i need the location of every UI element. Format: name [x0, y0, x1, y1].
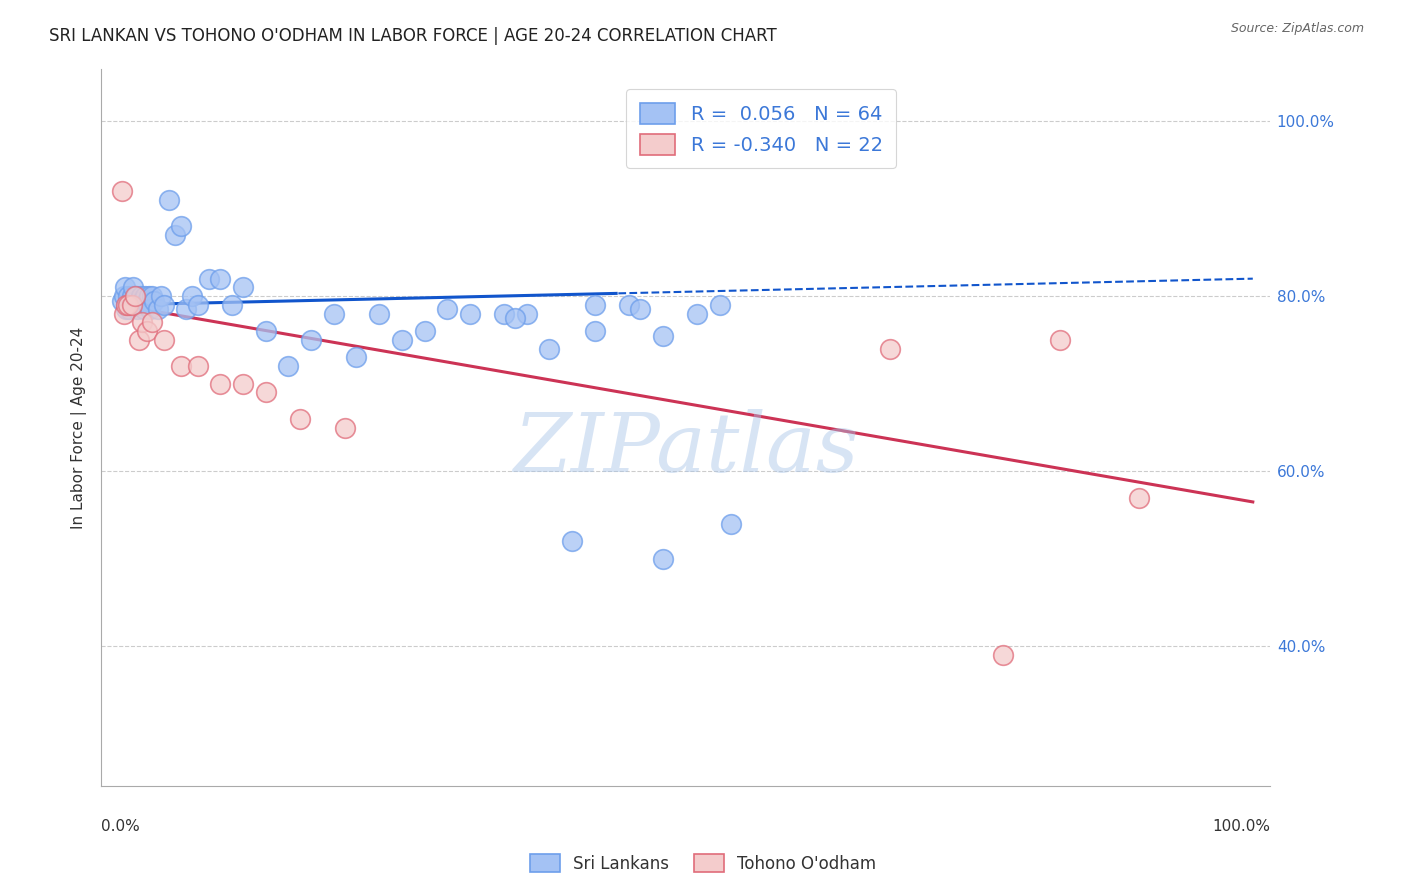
- Point: [136, 298, 159, 312]
- Point: [232, 280, 254, 294]
- Point: [120, 293, 142, 308]
- Point: [288, 411, 311, 425]
- Point: [221, 298, 243, 312]
- Point: [118, 302, 141, 317]
- Point: [141, 289, 163, 303]
- Point: [128, 333, 150, 347]
- Point: [115, 298, 138, 312]
- Point: [879, 342, 901, 356]
- Point: [134, 302, 156, 317]
- Point: [117, 289, 139, 303]
- Point: [125, 289, 148, 303]
- Point: [169, 359, 191, 374]
- Point: [368, 307, 391, 321]
- Legend: R =  0.056   N = 64, R = -0.340   N = 22: R = 0.056 N = 64, R = -0.340 N = 22: [627, 89, 897, 169]
- Text: 100.0%: 100.0%: [1212, 819, 1270, 834]
- Point: [991, 648, 1014, 662]
- Point: [538, 342, 561, 356]
- Point: [110, 293, 132, 308]
- Text: SRI LANKAN VS TOHONO O'ODHAM IN LABOR FORCE | AGE 20-24 CORRELATION CHART: SRI LANKAN VS TOHONO O'ODHAM IN LABOR FO…: [49, 27, 778, 45]
- Point: [112, 307, 135, 321]
- Point: [492, 307, 515, 321]
- Point: [333, 420, 356, 434]
- Point: [209, 271, 232, 285]
- Point: [651, 552, 673, 566]
- Point: [157, 193, 180, 207]
- Point: [686, 307, 709, 321]
- Point: [115, 298, 138, 312]
- Point: [141, 315, 163, 329]
- Point: [117, 298, 139, 312]
- Point: [121, 289, 143, 303]
- Point: [503, 311, 526, 326]
- Text: ZIPatlas: ZIPatlas: [513, 409, 858, 489]
- Point: [128, 298, 150, 312]
- Point: [152, 298, 174, 312]
- Point: [709, 298, 731, 312]
- Point: [134, 289, 156, 303]
- Point: [254, 385, 277, 400]
- Point: [299, 333, 322, 347]
- Text: 0.0%: 0.0%: [101, 819, 139, 834]
- Point: [322, 307, 344, 321]
- Point: [720, 516, 742, 531]
- Point: [129, 289, 152, 303]
- Point: [152, 333, 174, 347]
- Point: [628, 302, 651, 317]
- Point: [122, 298, 145, 312]
- Point: [1049, 333, 1071, 347]
- Point: [122, 280, 145, 294]
- Point: [277, 359, 299, 374]
- Point: [413, 324, 436, 338]
- Point: [187, 359, 209, 374]
- Point: [112, 289, 135, 303]
- Point: [209, 376, 232, 391]
- Point: [391, 333, 413, 347]
- Point: [174, 302, 197, 317]
- Point: [617, 298, 640, 312]
- Point: [139, 302, 162, 317]
- Point: [516, 307, 538, 321]
- Point: [110, 184, 132, 198]
- Point: [127, 302, 149, 317]
- Point: [135, 324, 157, 338]
- Legend: Sri Lankans, Tohono O'odham: Sri Lankans, Tohono O'odham: [523, 847, 883, 880]
- Point: [128, 293, 150, 308]
- Point: [198, 271, 221, 285]
- Point: [131, 293, 153, 308]
- Point: [561, 534, 583, 549]
- Point: [124, 289, 146, 303]
- Point: [187, 298, 209, 312]
- Y-axis label: In Labor Force | Age 20-24: In Labor Force | Age 20-24: [72, 326, 87, 529]
- Point: [114, 280, 136, 294]
- Point: [583, 298, 606, 312]
- Point: [146, 302, 169, 317]
- Point: [135, 293, 157, 308]
- Point: [346, 351, 368, 365]
- Point: [458, 307, 481, 321]
- Point: [124, 293, 146, 308]
- Point: [150, 289, 173, 303]
- Point: [232, 376, 254, 391]
- Point: [254, 324, 277, 338]
- Point: [180, 289, 202, 303]
- Point: [583, 324, 606, 338]
- Point: [651, 328, 673, 343]
- Point: [169, 219, 191, 234]
- Point: [132, 298, 155, 312]
- Point: [436, 302, 458, 317]
- Point: [131, 315, 153, 329]
- Point: [163, 227, 186, 242]
- Text: Source: ZipAtlas.com: Source: ZipAtlas.com: [1230, 22, 1364, 36]
- Point: [1128, 491, 1150, 505]
- Point: [143, 293, 166, 308]
- Point: [138, 289, 160, 303]
- Point: [115, 302, 138, 317]
- Point: [121, 298, 143, 312]
